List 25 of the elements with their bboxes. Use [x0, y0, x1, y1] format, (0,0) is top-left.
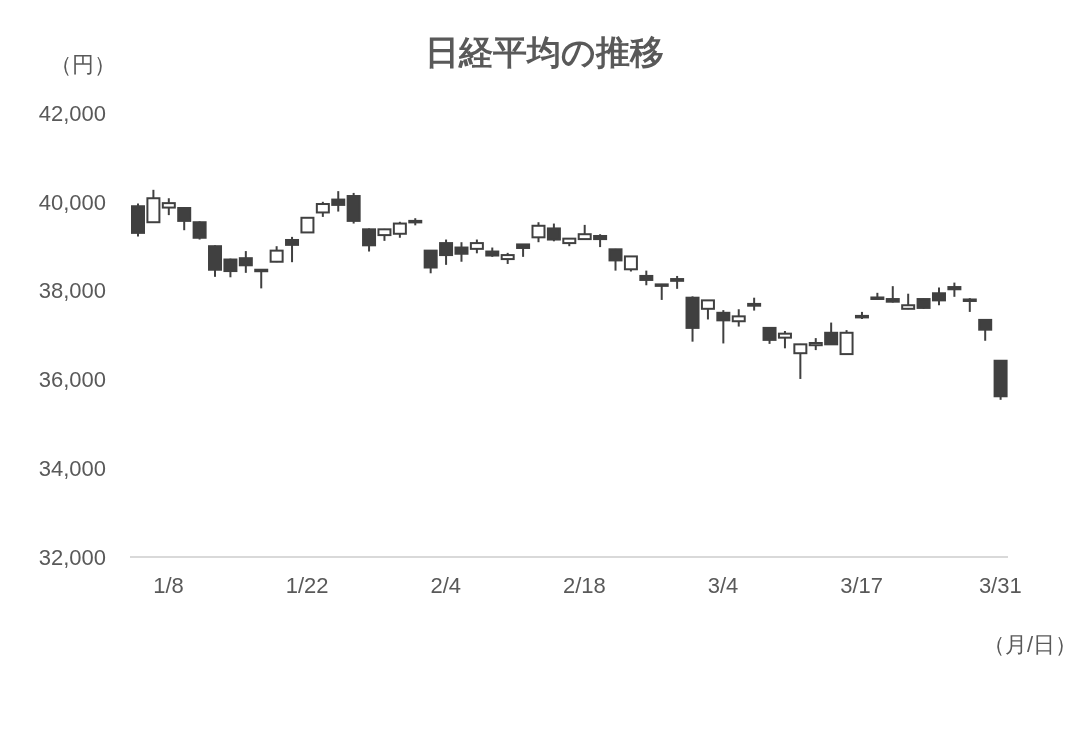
y-tick-label: 32,000	[38, 544, 106, 570]
chart-title: 日経平均の推移	[425, 33, 664, 71]
candlestick	[238, 250, 253, 274]
x-tick-label: 3/31	[978, 572, 1022, 598]
y-axis-title: （円）	[50, 51, 116, 79]
x-tick-label: 1/22	[285, 572, 329, 598]
x-tick-label: 1/8	[153, 572, 184, 598]
x-tick-label: 2/18	[562, 572, 606, 598]
candlestick	[192, 220, 207, 241]
candlestick	[978, 318, 993, 342]
y-tick-label: 42,000	[38, 100, 106, 126]
candlestick	[839, 329, 854, 356]
candlestick	[716, 309, 731, 345]
x-axis-title: （月/日）	[982, 631, 1077, 659]
candlestick	[793, 342, 808, 380]
candlestick	[531, 221, 546, 244]
y-tick-label: 40,000	[38, 189, 106, 215]
x-tick-label: 3/4	[707, 572, 739, 598]
x-tick-label: 2/4	[430, 572, 462, 598]
y-tick-label: 34,000	[38, 456, 106, 482]
candlestick	[254, 268, 269, 290]
y-tick-label: 38,000	[38, 278, 106, 304]
x-tick-label: 3/17	[840, 572, 884, 598]
candlestick	[285, 235, 300, 264]
y-tick-label: 36,000	[38, 367, 106, 393]
